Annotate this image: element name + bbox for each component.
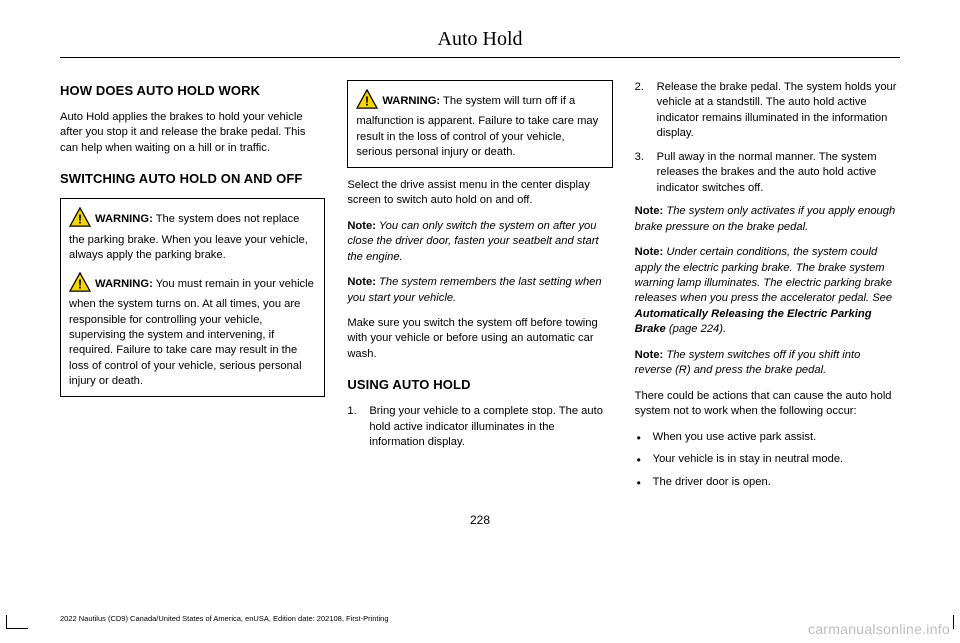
warning-box-2: ! WARNING: The system will turn off if a… — [347, 80, 612, 168]
page-number: 228 — [60, 513, 900, 527]
note-4: Note: Under certain conditions, the syst… — [635, 245, 900, 338]
step-1: Bring your vehicle to a complete stop. T… — [347, 404, 612, 450]
heading-how-does-it-work: HOW DOES AUTO HOLD WORK — [60, 82, 325, 100]
note-2-text: The system remembers the last setting wh… — [347, 276, 601, 303]
note-4-text-c: (page 224). — [666, 323, 726, 335]
paragraph-select-menu: Select the drive assist menu in the cent… — [347, 178, 612, 209]
note-label: Note: — [635, 246, 664, 258]
paragraph-how-intro: Auto Hold applies the brakes to hold you… — [60, 110, 325, 156]
conditions-list: When you use active park assist. Your ve… — [635, 430, 900, 490]
note-3: Note: The system only activates if you a… — [635, 204, 900, 235]
watermark: carmanualsonline.info — [808, 621, 950, 637]
warning-text-2: You must remain in your vehicle when the… — [69, 278, 314, 388]
warning-label: WARNING: — [382, 95, 440, 107]
column-1: HOW DOES AUTO HOLD WORK Auto Hold applie… — [60, 80, 325, 497]
warning-icon: ! — [69, 207, 91, 232]
warning-item-3: ! WARNING: The system will turn off if a… — [356, 89, 603, 161]
footer-text: 2022 Nautilus (CD9) Canada/United States… — [60, 614, 389, 623]
step-2: Release the brake pedal. The system hold… — [635, 80, 900, 142]
note-2: Note: The system remembers the last sett… — [347, 275, 612, 306]
note-1: Note: You can only switch the system on … — [347, 219, 612, 265]
warning-icon: ! — [356, 89, 378, 114]
content-columns: HOW DOES AUTO HOLD WORK Auto Hold applie… — [60, 80, 900, 497]
column-3: Release the brake pedal. The system hold… — [635, 80, 900, 497]
page-title: Auto Hold — [60, 28, 900, 51]
note-4-text-a: Under certain conditions, the system cou… — [635, 246, 892, 304]
warning-item-2: ! WARNING: You must remain in your vehic… — [69, 272, 316, 390]
heading-switching-on-off: SWITCHING AUTO HOLD ON AND OFF — [60, 170, 325, 188]
step-3: Pull away in the normal manner. The syst… — [635, 150, 900, 196]
note-label: Note: — [635, 205, 664, 217]
note-label: Note: — [347, 220, 376, 232]
svg-text:!: ! — [78, 276, 82, 291]
note-5-text: The system switches off if you shift int… — [635, 349, 861, 376]
page-header: Auto Hold — [60, 28, 900, 58]
crop-mark-right — [953, 615, 954, 629]
warning-label: WARNING: — [95, 213, 153, 225]
warning-icon: ! — [69, 272, 91, 297]
note-1-text: You can only switch the system on after … — [347, 220, 598, 263]
note-5: Note: The system switches off if you shi… — [635, 348, 900, 379]
condition-3: The driver door is open. — [635, 475, 900, 490]
page: Auto Hold HOW DOES AUTO HOLD WORK Auto H… — [0, 0, 960, 643]
note-label: Note: — [347, 276, 376, 288]
svg-text:!: ! — [78, 212, 82, 227]
condition-2: Your vehicle is in stay in neutral mode. — [635, 452, 900, 467]
header-rule — [60, 57, 900, 58]
warning-item-1: ! WARNING: The system does not replace t… — [69, 207, 316, 263]
paragraph-switch-off-before: Make sure you switch the system off befo… — [347, 316, 612, 362]
note-3-text: The system only activates if you apply e… — [635, 205, 896, 232]
using-steps-list-cont: Release the brake pedal. The system hold… — [635, 80, 900, 196]
note-label: Note: — [635, 349, 664, 361]
heading-using-auto-hold: USING AUTO HOLD — [347, 376, 612, 394]
condition-1: When you use active park assist. — [635, 430, 900, 445]
warning-label: WARNING: — [95, 278, 153, 290]
svg-text:!: ! — [365, 93, 369, 108]
paragraph-actions-intro: There could be actions that can cause th… — [635, 389, 900, 420]
warning-box-1: ! WARNING: The system does not replace t… — [60, 198, 325, 397]
column-2: ! WARNING: The system will turn off if a… — [347, 80, 612, 497]
crop-mark-left — [6, 615, 28, 629]
using-steps-list: Bring your vehicle to a complete stop. T… — [347, 404, 612, 450]
